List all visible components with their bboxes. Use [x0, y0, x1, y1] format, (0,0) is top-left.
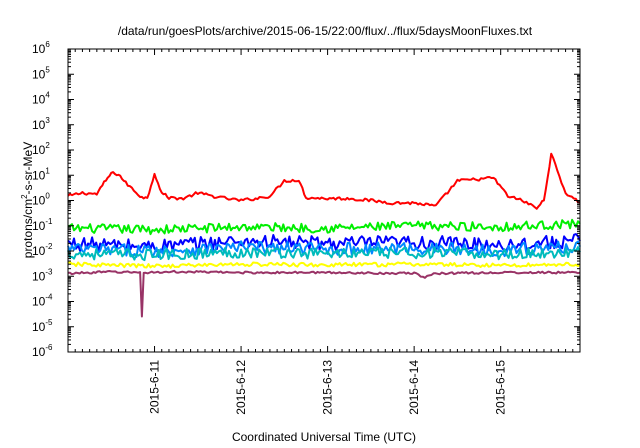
y-tick-label: 10-5 — [32, 318, 53, 334]
y-tick-exponent: -2 — [45, 242, 53, 251]
plot-area — [67, 48, 581, 353]
y-tick-exponent: -3 — [45, 267, 53, 276]
x-axis: 2015-6-11 2015-6-12 2015-6-13 2015-6-14 2015… — [67, 49, 581, 415]
y-tick-base: 10 — [32, 244, 46, 258]
y-tick-exponent: 5 — [45, 65, 50, 74]
x-tick-label: 2015-6-12 — [234, 360, 248, 415]
y-tick-base: 10 — [32, 143, 46, 157]
y-tick-base: 10 — [32, 320, 46, 334]
y-tick-exponent: 3 — [45, 116, 50, 125]
y-tick-label: 10-3 — [32, 267, 53, 283]
series-line-3 — [67, 233, 581, 253]
x-tick-label: 2015-6-13 — [321, 360, 335, 415]
y-tick-label: 10-4 — [32, 293, 53, 309]
y-axis-label: protons/cm2-s-sr-MeV — [20, 142, 35, 258]
y-tick-exponent: -5 — [45, 318, 53, 327]
series-line-4 — [67, 240, 581, 258]
x-axis-label: Coordinated Universal Time (UTC) — [232, 430, 416, 444]
y-tick-label: 101 — [32, 166, 50, 182]
series-layer — [67, 152, 581, 318]
y-tick-base: 10 — [32, 118, 46, 132]
y-tick-base: 10 — [32, 168, 46, 182]
y-tick-label: 104 — [32, 91, 50, 107]
chart-title: /data/run/goesPlots/archive/2015-06-15/2… — [118, 24, 533, 38]
series-line-6 — [67, 261, 581, 269]
y-label-part-2: -s-sr-MeV — [21, 142, 35, 195]
y-tick-exponent: 4 — [45, 91, 50, 100]
series-line-7 — [67, 269, 581, 318]
y-tick-base: 10 — [32, 345, 46, 359]
y-tick-base: 10 — [32, 67, 46, 81]
y-tick-base: 10 — [32, 194, 46, 208]
y-tick-label: 106 — [32, 40, 50, 56]
series-line-1 — [67, 152, 581, 210]
y-tick-label: 105 — [32, 65, 50, 81]
y-tick-base: 10 — [32, 42, 46, 56]
series-line-5 — [67, 246, 581, 262]
y-axis: 10-610-510-410-310-210-11001011021031041… — [32, 40, 580, 359]
y-tick-exponent: 1 — [45, 166, 50, 175]
y-tick-exponent: -1 — [45, 217, 53, 226]
y-tick-label: 10-6 — [32, 343, 53, 359]
x-tick-label: 2015-6-14 — [407, 360, 421, 415]
y-tick-base: 10 — [32, 219, 46, 233]
y-label-part-1: protons/cm — [21, 199, 35, 258]
y-tick-base: 10 — [32, 93, 46, 107]
y-label-superscript: 2 — [20, 194, 29, 199]
y-tick-base: 10 — [32, 295, 46, 309]
y-tick-exponent: 2 — [45, 141, 50, 150]
x-tick-label: 2015-6-15 — [494, 360, 508, 415]
y-tick-label: 100 — [32, 192, 50, 208]
y-tick-label: 10-1 — [32, 217, 53, 233]
y-tick-base: 10 — [32, 269, 46, 283]
x-tick-label: 2015-6-11 — [148, 360, 162, 414]
series-line-2 — [67, 218, 581, 236]
y-tick-exponent: 6 — [45, 40, 50, 49]
y-tick-label: 102 — [32, 141, 50, 157]
y-tick-exponent: 0 — [45, 192, 50, 201]
plot-frame — [67, 48, 581, 353]
y-tick-label: 103 — [32, 116, 50, 132]
y-tick-exponent: -6 — [45, 343, 53, 352]
y-tick-label: 10-2 — [32, 242, 53, 258]
y-tick-exponent: -4 — [45, 293, 53, 302]
